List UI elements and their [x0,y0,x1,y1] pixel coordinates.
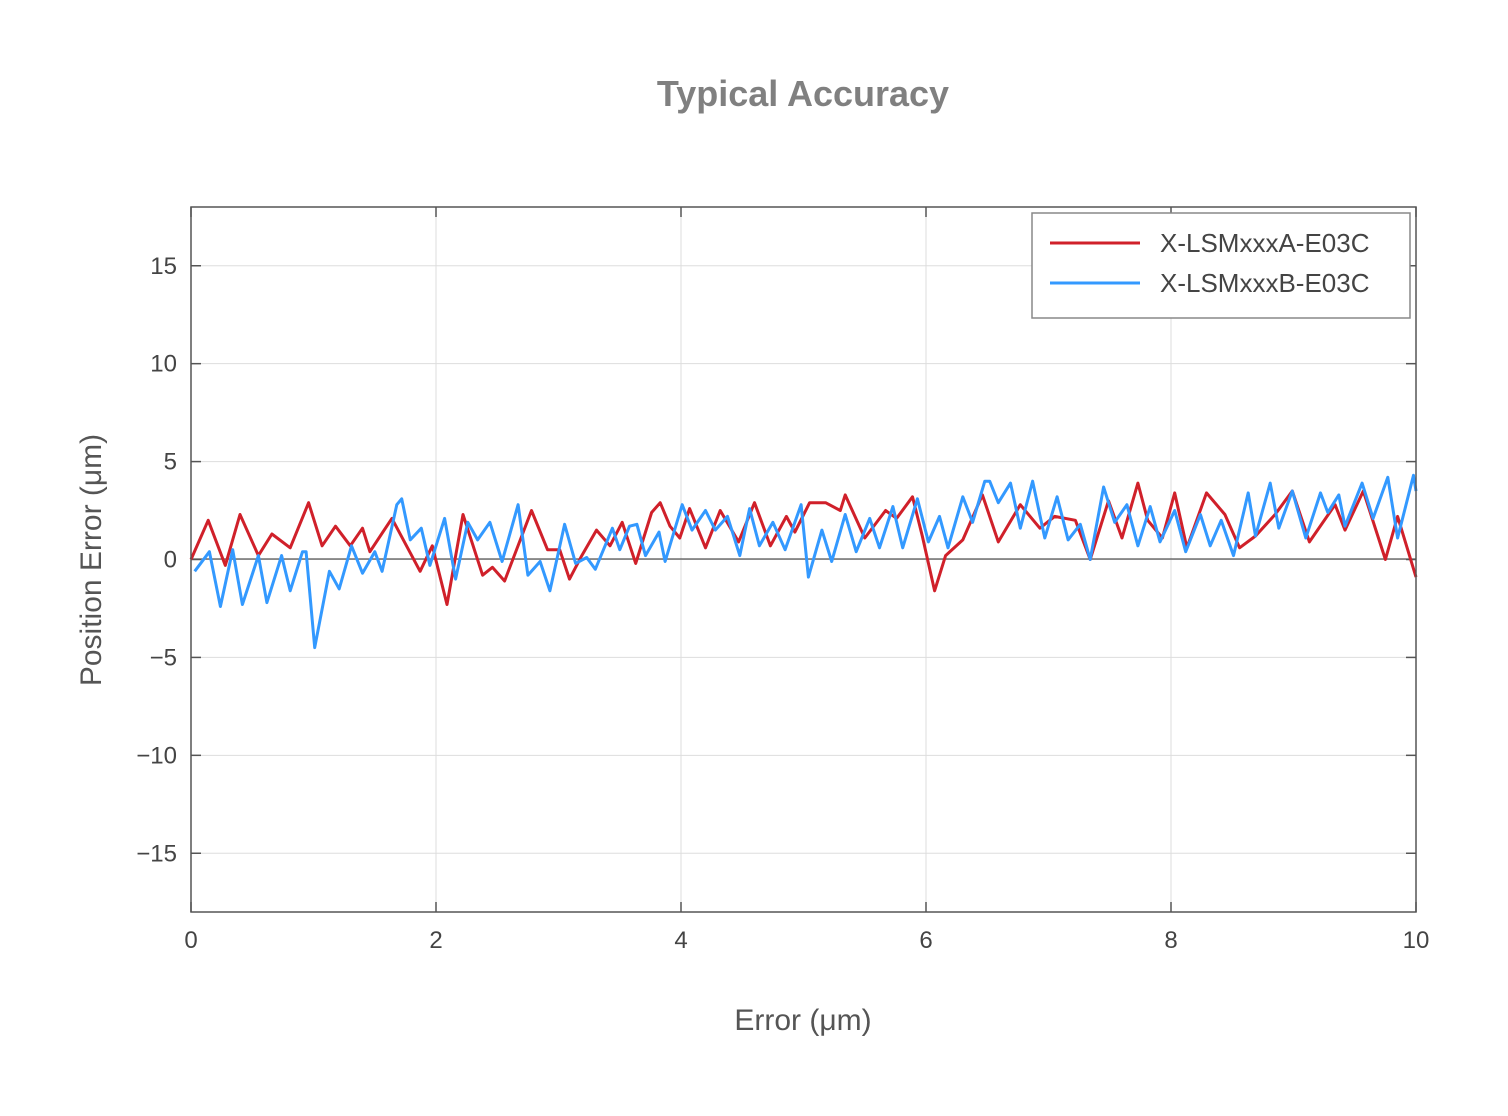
legend-box [1031,212,1411,319]
legend: X-LSMxxxA-E03C X-LSMxxxB-E03C [1031,212,1411,319]
x-tick-label: 10 [1403,927,1430,954]
legend-label-a: X-LSMxxxA-E03C [1160,228,1370,258]
plot-frame [190,206,1417,913]
y-tick-label: −5 [150,644,177,671]
y-tick-label: 0 [164,547,177,574]
y-tick-label: −15 [136,840,177,867]
ticks: 0 2 4 6 8 10 −15 −10 −5 0 5 10 15 [136,207,1429,954]
y-tick-label: 5 [164,449,177,476]
series-line-a [189,481,1418,606]
series-group [189,473,1418,650]
y-tick-label: 15 [150,253,177,280]
x-tick-label: 4 [674,927,687,954]
y-tick-label: −10 [136,742,177,769]
series-line-b [193,473,1418,650]
x-axis-label: Error (μm) [734,1004,871,1037]
y-axis-label: Position Error (μm) [75,434,108,686]
x-tick-label: 8 [1164,927,1177,954]
legend-label-b: X-LSMxxxB-E03C [1160,268,1370,298]
x-tick-label: 0 [184,927,197,954]
x-tick-label: 2 [429,927,442,954]
chart-title: Typical Accuracy [657,73,949,114]
x-tick-label: 6 [919,927,932,954]
y-tick-label: 10 [150,351,177,378]
